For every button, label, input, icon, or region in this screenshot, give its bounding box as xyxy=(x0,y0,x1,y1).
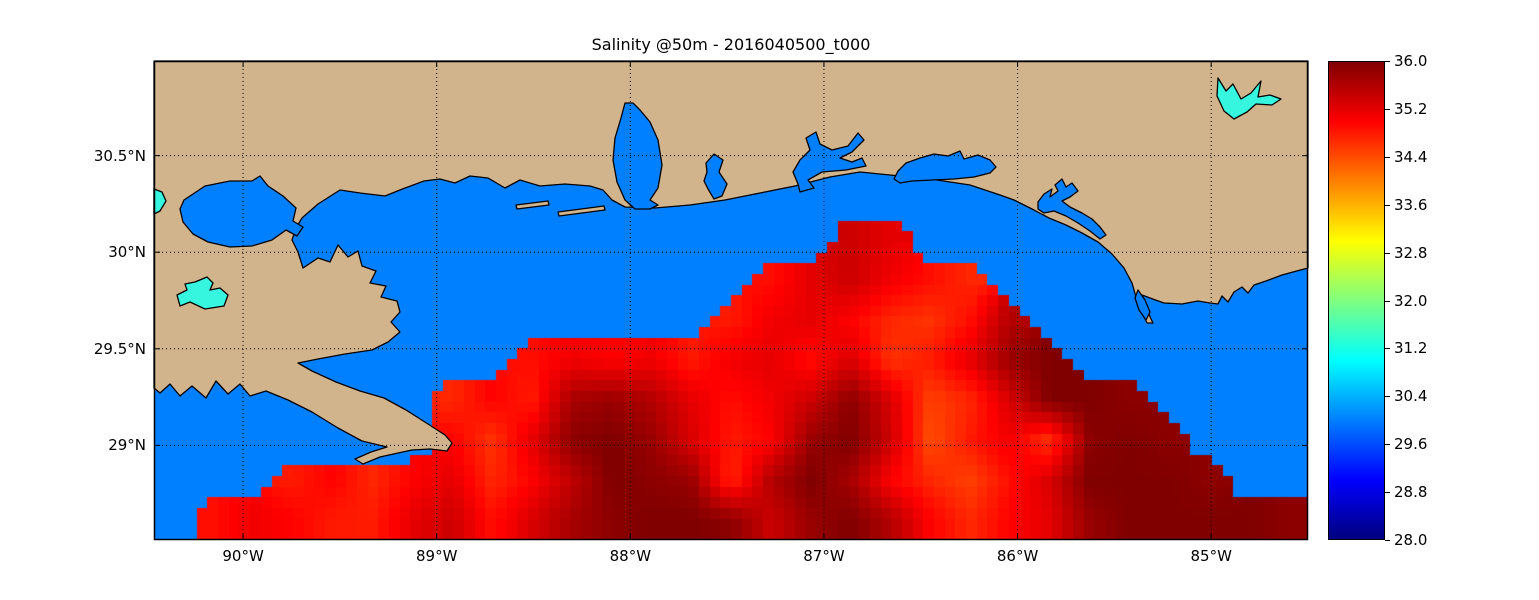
colorbar-tick-mark xyxy=(1385,492,1390,493)
x-tick-label: 86°W xyxy=(996,547,1039,565)
colorbar-tick-label: 29.6 xyxy=(1394,435,1428,454)
colorbar-tick-label: 28.8 xyxy=(1394,483,1428,502)
lake-pontchartrain xyxy=(179,175,304,248)
inland-lake-northeast xyxy=(1216,77,1282,120)
colorbar-tick-mark xyxy=(1385,540,1390,541)
colorbar-tick-mark xyxy=(1385,157,1390,158)
barrier-island-west xyxy=(515,200,550,210)
colorbar-tick-label: 36.0 xyxy=(1394,52,1428,70)
x-tick-label: 90°W xyxy=(222,547,264,565)
colorbar-tick-mark xyxy=(1385,109,1390,110)
dauphin-island xyxy=(557,205,606,217)
colorbar-tick-label: 34.4 xyxy=(1394,147,1428,166)
plot-border xyxy=(153,60,1309,541)
colorbar-tick-label: 32.8 xyxy=(1394,243,1428,262)
pensacola-bay xyxy=(792,131,867,193)
coastline-overlay xyxy=(153,60,1309,541)
mobile-bay xyxy=(612,102,663,210)
y-tick-label: 29.5°N xyxy=(93,339,146,358)
st-andrew-bay xyxy=(1037,178,1107,240)
colorbar-tick-mark xyxy=(1385,348,1390,349)
colorbar-tick-label: 30.4 xyxy=(1394,387,1428,406)
colorbar-tick-mark xyxy=(1385,444,1390,445)
x-tick-label: 89°W xyxy=(415,547,458,565)
figure-title: Salinity @50m - 2016040500_t000 xyxy=(591,35,871,54)
colorbar-tick-label: 31.2 xyxy=(1394,339,1428,358)
colorbar-tick-label: 35.2 xyxy=(1394,99,1428,118)
perdido-bay xyxy=(703,153,728,200)
colorbar-tick-mark xyxy=(1385,205,1390,206)
st-joseph-lagoon xyxy=(1134,289,1151,321)
mainland xyxy=(153,60,1309,465)
colorbar-tick-mark xyxy=(1385,61,1390,62)
colorbar-tick-label: 32.0 xyxy=(1394,291,1428,310)
y-tick-label: 30°N xyxy=(108,243,146,262)
y-tick-label: 30.5°N xyxy=(93,146,146,165)
plot-area xyxy=(153,60,1309,541)
y-tick-label: 29°N xyxy=(108,436,146,455)
colorbar-tick-label: 33.6 xyxy=(1394,195,1428,214)
x-tick-label: 85°W xyxy=(1190,547,1232,565)
lake-salvador xyxy=(176,276,229,310)
colorbar-tick-label: 28.0 xyxy=(1394,531,1428,549)
colorbar xyxy=(1328,61,1385,540)
colorbar-tick-mark xyxy=(1385,396,1390,397)
x-tick-label: 87°W xyxy=(803,547,845,565)
x-tick-label: 88°W xyxy=(609,547,652,565)
colorbar-tick-mark xyxy=(1385,301,1390,302)
colorbar-tick-mark xyxy=(1385,253,1390,254)
choctawhatchee-bay xyxy=(893,150,997,184)
